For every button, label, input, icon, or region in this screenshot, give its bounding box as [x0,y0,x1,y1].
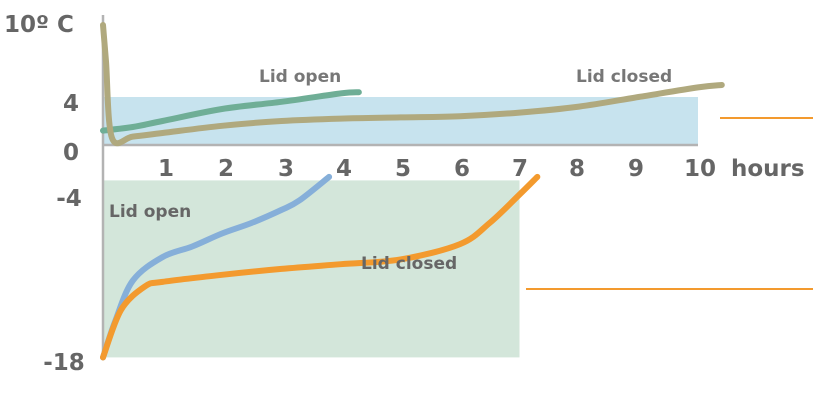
y-tick-4: 4 [63,91,79,117]
x-tick-5: 5 [395,156,411,182]
x-tick-6: 6 [454,156,470,182]
y-tick-minus-4: -4 [56,186,82,212]
y-tick-minus-18: -18 [43,350,85,376]
x-tick-3: 3 [278,156,294,182]
x-axis-unit: hours [731,156,805,182]
series-line-freezer-lid-open [100,173,333,361]
freezer-lid-closed-label: Lid closed [361,254,457,274]
x-tick-4: 4 [336,156,352,182]
fridge-lid-open-label: Lid open [259,67,341,87]
y-tick-0: 0 [63,140,79,166]
series-line-refrigerator-lid-open [100,89,362,134]
x-tick-2: 2 [218,156,234,182]
y-axis-label: 10º C [4,12,74,38]
fridge-lid-closed-label: Lid closed [576,67,672,87]
series-line-refrigerator-lid-closed [100,22,725,147]
freezer-lid-open-label: Lid open [109,202,191,222]
x-tick-9: 9 [628,156,644,182]
x-tick-8: 8 [569,156,585,182]
x-tick-10: 10 [684,156,716,182]
x-tick-7: 7 [512,156,528,182]
series-line-freezer-lid-closed [100,173,541,361]
x-tick-1: 1 [158,156,174,182]
